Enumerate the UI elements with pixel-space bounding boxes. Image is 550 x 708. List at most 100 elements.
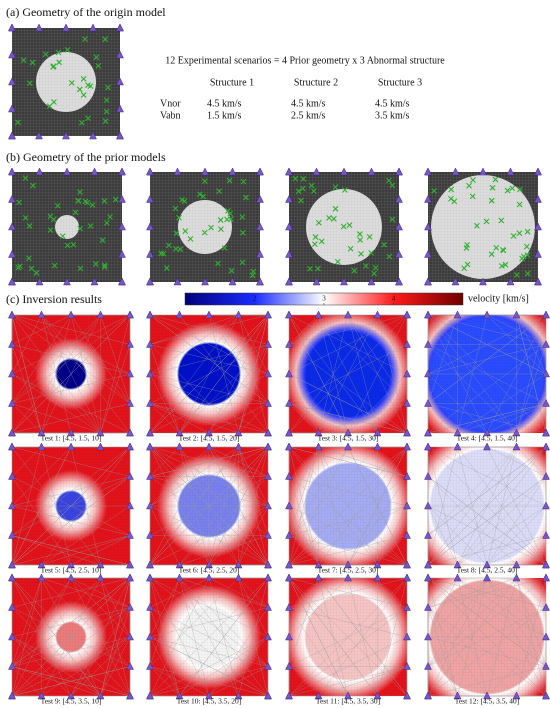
sensor — [542, 573, 550, 582]
sensor — [118, 277, 126, 286]
sensor — [63, 167, 71, 176]
sensor — [395, 277, 403, 286]
sample-point — [215, 260, 221, 267]
sensor — [126, 661, 134, 670]
sensor — [37, 691, 46, 700]
sensor — [96, 560, 105, 569]
sample-point — [239, 259, 246, 266]
sensor — [205, 560, 213, 569]
sensor — [403, 661, 411, 670]
sample-point — [70, 241, 77, 248]
sample-point — [240, 229, 246, 236]
sensor — [175, 428, 184, 437]
sensor — [126, 573, 134, 582]
sensor — [175, 560, 184, 569]
sample-point — [163, 265, 170, 271]
sample-point — [239, 214, 246, 220]
sample-point — [448, 195, 454, 202]
sample-point — [308, 182, 315, 189]
sensor — [451, 277, 460, 286]
sensor — [8, 442, 16, 451]
sensor — [126, 560, 134, 569]
sensor — [8, 398, 16, 407]
sample-point — [20, 57, 27, 64]
sensor — [542, 471, 550, 480]
sensor — [35, 277, 44, 286]
sensor — [146, 632, 154, 641]
sample-point — [68, 79, 75, 86]
sample-point — [165, 242, 172, 249]
column-header: Structure 2 — [294, 77, 338, 88]
sensor — [116, 131, 124, 140]
sensor — [35, 167, 44, 176]
sensor — [395, 167, 403, 176]
sample-point — [101, 198, 108, 204]
sensor — [403, 573, 411, 582]
sample-point — [22, 175, 29, 182]
sensor — [146, 428, 154, 437]
sensor — [264, 632, 272, 641]
sensor — [534, 194, 542, 203]
sample-point — [334, 258, 341, 265]
sensor — [373, 442, 382, 451]
sensor — [118, 249, 126, 258]
sensor — [67, 573, 75, 582]
sample-point — [371, 270, 378, 277]
sensor — [285, 501, 293, 510]
sensor — [116, 77, 124, 86]
sensor — [264, 691, 272, 700]
sensor — [264, 398, 272, 407]
sample-point — [176, 214, 182, 221]
sensor — [8, 77, 16, 86]
sensor — [205, 691, 213, 700]
sensor — [542, 530, 550, 539]
sensor — [424, 398, 432, 407]
sample-point — [358, 250, 364, 257]
sensor — [256, 277, 264, 286]
sample-point — [196, 191, 203, 198]
sample-point — [461, 265, 468, 272]
sensor — [542, 310, 550, 319]
sensor — [285, 398, 293, 407]
sensor — [234, 428, 243, 437]
sensor — [8, 339, 16, 348]
sample-point — [513, 271, 520, 278]
sensor — [146, 602, 154, 611]
sensor — [37, 560, 46, 569]
sample-point — [51, 262, 58, 269]
sample-point — [173, 230, 180, 237]
sensor — [264, 339, 272, 348]
sensor — [126, 339, 134, 348]
geometry-panel — [8, 167, 126, 286]
sensor — [8, 428, 16, 437]
sensor — [116, 50, 124, 59]
sensor — [8, 104, 16, 113]
sensor — [483, 428, 491, 437]
sensor — [234, 691, 243, 700]
sensor — [373, 691, 382, 700]
sensor — [314, 691, 323, 700]
sensor — [205, 442, 213, 451]
sensor — [344, 573, 352, 582]
sample-point — [492, 176, 499, 183]
sample-point — [431, 188, 438, 194]
sensor — [63, 277, 71, 286]
sensor — [285, 369, 293, 378]
sensor — [256, 194, 264, 203]
sensor — [534, 167, 542, 176]
result-panel: Test 3: [4.5, 1.5, 30] — [285, 310, 411, 443]
sample-point — [101, 262, 108, 269]
sensor — [146, 249, 154, 258]
sensor — [403, 632, 411, 641]
result-panel: Test 6: [4.5, 2.5, 20] — [146, 442, 272, 575]
sensor — [285, 661, 293, 670]
sensor — [146, 442, 154, 451]
sensor — [542, 442, 550, 451]
sensor — [67, 691, 75, 700]
sample-point — [510, 233, 517, 239]
sensor — [8, 222, 16, 231]
sensor — [312, 277, 321, 286]
sensor — [285, 632, 293, 641]
sensor — [67, 442, 75, 451]
result-panel: Test 9: [4.5, 3.5, 10] — [8, 573, 134, 706]
